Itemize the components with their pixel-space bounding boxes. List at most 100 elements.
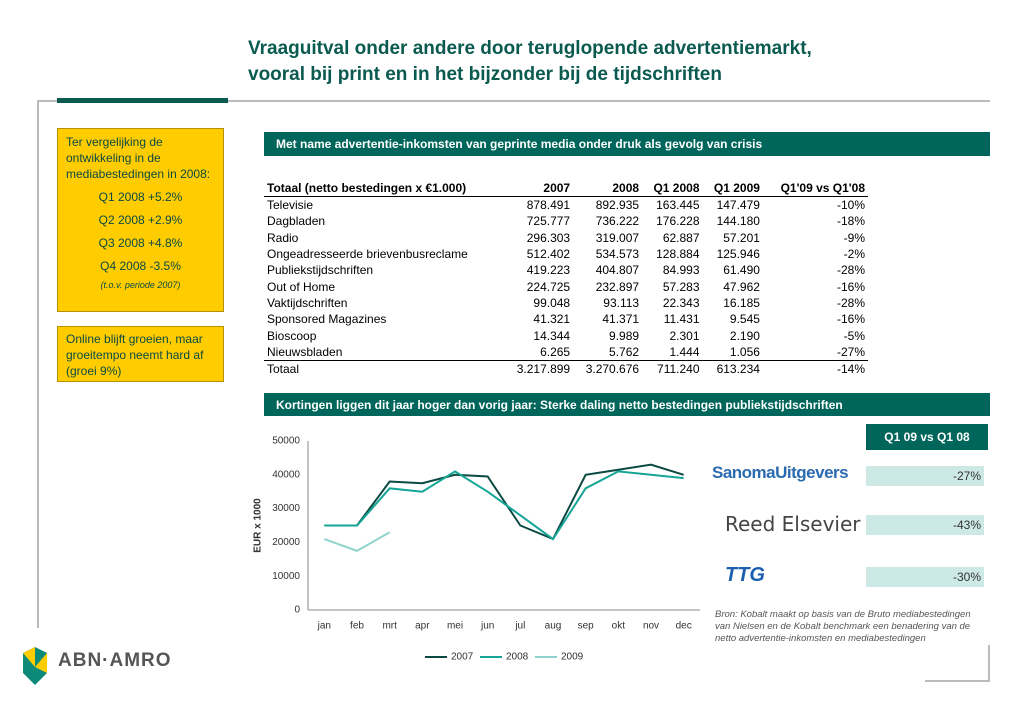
cell: 1.056 <box>729 344 760 359</box>
row: Radio 296.303 319.007 62.887 57.201 -9% <box>264 230 868 246</box>
cell: 711.240 <box>642 359 703 378</box>
cell: Dagbladen <box>267 214 326 229</box>
cell: 6.265 <box>540 344 571 359</box>
y-tick-label: 50000 <box>272 436 300 447</box>
cell: -5% <box>843 328 865 343</box>
cell: Publiekstijdschriften <box>267 263 374 278</box>
cell: 9.989 <box>609 328 640 343</box>
cell: Ongeadresseerde brievenbusreclame <box>267 247 468 262</box>
x-tick-label: okt <box>612 621 626 632</box>
row: Vaktijdschriften 99.048 93.113 22.343 16.185… <box>264 295 868 311</box>
cell: Radio <box>267 230 299 245</box>
publisher-logo: Reed Elsevier <box>725 512 861 536</box>
cell: 319.007 <box>595 230 640 245</box>
line <box>323 531 391 552</box>
cell: Out of Home <box>267 279 336 294</box>
banner: Kortingen liggen dit jaar hoger dan vori… <box>264 393 990 416</box>
cell: 3.270.676 <box>573 359 643 378</box>
cell: 5.762 <box>609 344 640 359</box>
rule-accent <box>57 98 228 103</box>
item: Q4 2008 -3.5% <box>100 259 181 273</box>
item: Q2 2008 +2.9% <box>98 213 183 227</box>
cell: 125.946 <box>716 247 760 262</box>
row: Nieuwsbladen 6.265 5.762 1.444 1.056 -27% <box>264 344 868 361</box>
x-tick-label: feb <box>350 621 364 632</box>
x-tick-label: mei <box>447 621 463 632</box>
cell: -27% <box>836 344 865 359</box>
legend-label: 2007 <box>451 652 474 663</box>
cell: -9% <box>843 230 865 245</box>
cell: 534.573 <box>595 247 640 262</box>
intro: Ter vergelijking de ontwikkeling in de m… <box>66 135 211 181</box>
column-header: Q1 2008 <box>642 180 703 197</box>
cell: 11.431 <box>663 312 700 327</box>
title-line: Vraaguitval onder andere door teruglopen… <box>248 38 812 59</box>
row: Sponsored Magazines 41.321 41.371 11.431 9.5… <box>264 311 868 327</box>
rule <box>37 100 39 628</box>
cell: 9.545 <box>729 312 760 327</box>
publisher-value: -30% <box>866 567 984 587</box>
cell: 41.371 <box>602 312 640 327</box>
banner: Met name advertentie-inkomsten van gepri… <box>264 132 990 156</box>
x-tick-label: dec <box>676 621 692 632</box>
info-box: Ter vergelijking de ontwikkeling in de m… <box>57 128 224 312</box>
cell: 93.113 <box>603 295 640 310</box>
title-line: vooral bij print en in het bijzonder bij… <box>248 64 722 85</box>
y-tick-label: 0 <box>294 605 300 616</box>
rule <box>37 100 990 102</box>
info-box: Online blijft groeien, maar groeitempo n… <box>57 326 224 382</box>
cell: 57.201 <box>723 230 760 245</box>
source: Bron: Kobalt maakt op basis van de Bruto… <box>715 609 971 644</box>
legend-label: 2008 <box>506 652 529 663</box>
cell: Vaktijdschriften <box>267 295 348 310</box>
cell: 736.222 <box>595 214 640 229</box>
cell: -28% <box>836 295 865 310</box>
cell: Sponsored Magazines <box>267 312 387 327</box>
column-header: 2007 <box>504 180 574 197</box>
x-tick-label: aug <box>545 621 562 632</box>
note: (t.o.v. periode 2007) <box>100 280 181 290</box>
cell: -14% <box>762 359 868 378</box>
y-axis-label: EUR x 1000 <box>253 498 264 553</box>
item: Q1 2008 +5.2% <box>98 190 183 204</box>
cell: -28% <box>836 263 865 278</box>
cell: 144.180 <box>716 214 760 229</box>
cell: 404.807 <box>595 263 640 278</box>
y-tick-label: 20000 <box>272 537 300 548</box>
cell: 14.344 <box>533 328 571 343</box>
publisher-value: -43% <box>866 515 984 535</box>
cell: 84.993 <box>662 263 700 278</box>
y-tick-label: 10000 <box>272 571 300 582</box>
row: Out of Home 224.725 232.897 57.283 47.962 -16… <box>264 278 868 294</box>
cell: Nieuwsbladen <box>267 344 343 359</box>
cell: 61.490 <box>723 263 760 278</box>
cell: 163.445 <box>656 198 700 213</box>
line <box>324 470 684 541</box>
cell: 232.897 <box>595 279 640 294</box>
row: Ongeadresseerde brievenbusreclame 512.402… <box>264 246 868 262</box>
cell: -10% <box>836 198 865 213</box>
publisher-logo: SanomaUitgevers <box>712 463 849 482</box>
cell: 3.217.899 <box>504 359 574 378</box>
comparison-header: Q1 09 vs Q1 08 <box>866 424 988 450</box>
cell: 176.228 <box>656 214 700 229</box>
cell: 2.190 <box>729 328 760 343</box>
legend-label: 2009 <box>561 652 584 663</box>
row: Dagbladen 725.777 736.222 176.228 144.180 -18… <box>264 213 868 229</box>
cell: -16% <box>836 279 865 294</box>
rule <box>925 680 990 682</box>
row: Totaal 3.217.899 3.270.676 711.240 613.234 -1… <box>264 359 868 378</box>
column-header: 2008 <box>573 180 643 197</box>
x-tick-label: sep <box>578 621 595 632</box>
cell: 147.479 <box>716 198 760 213</box>
cell: 892.935 <box>595 198 640 213</box>
cell: -16% <box>836 312 865 327</box>
column-header: Totaal (netto bestedingen x €1.000) <box>264 180 505 197</box>
header-row: Totaal (netto bestedingen x €1.000) 2007 2… <box>264 180 868 197</box>
line <box>324 463 684 541</box>
cell: 224.725 <box>526 279 571 294</box>
cell: 725.777 <box>526 214 571 229</box>
cell: 128.884 <box>656 247 700 262</box>
cell: 62.887 <box>662 230 700 245</box>
